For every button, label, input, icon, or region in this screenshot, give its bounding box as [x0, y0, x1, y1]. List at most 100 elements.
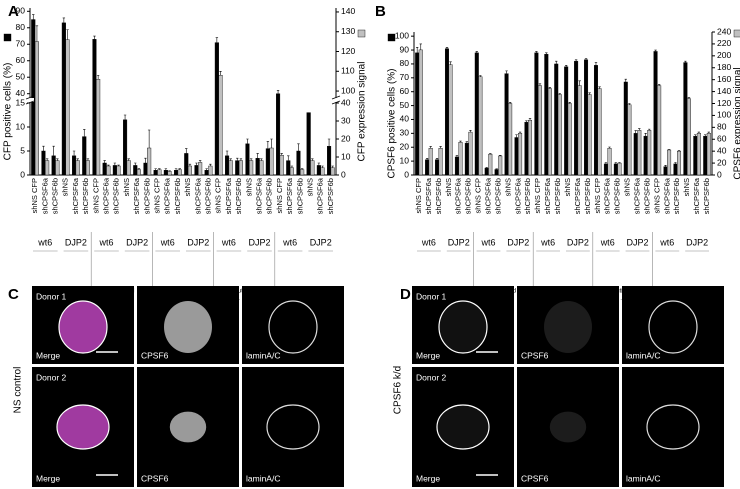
y2-tick-label: 20 — [341, 133, 351, 143]
bar — [72, 155, 77, 176]
bar — [31, 19, 36, 176]
error-bar — [648, 128, 651, 131]
bar — [617, 162, 622, 176]
bar — [508, 103, 513, 176]
category-label: shCPSF6b — [81, 178, 90, 214]
category-label: shCPSF6a — [101, 177, 110, 214]
category-label: shNS CFP — [652, 178, 661, 213]
error-bar — [256, 153, 259, 159]
bar — [706, 133, 711, 176]
axis-break — [25, 95, 35, 105]
bar — [696, 133, 701, 176]
error-bar — [459, 140, 462, 143]
nucleus-signal — [169, 411, 207, 443]
bar — [153, 169, 158, 176]
bar — [554, 63, 559, 176]
error-bar — [608, 146, 611, 149]
y2-tick-label: 80 — [717, 122, 727, 132]
y2-tick-label: 120 — [717, 98, 731, 108]
error-bar — [687, 97, 691, 99]
category-label: shNS CFP — [30, 178, 39, 213]
condition-label: NS control — [13, 367, 24, 414]
bar — [187, 165, 192, 176]
error-bar — [618, 162, 621, 164]
error-bar — [198, 160, 202, 163]
category-label: shNS CFP — [275, 178, 284, 213]
error-bar — [327, 138, 331, 147]
bar — [225, 155, 230, 176]
bar — [448, 64, 453, 176]
error-bar — [445, 46, 449, 49]
bar — [458, 142, 463, 176]
y2-tick-label: 60 — [717, 134, 727, 144]
bar — [686, 98, 691, 176]
y2-tick-label: 220 — [717, 38, 731, 48]
axis-break — [331, 95, 341, 105]
category-label: shCPSF6a — [632, 177, 641, 214]
bar — [683, 62, 688, 176]
category-label: shCPSF6b — [434, 178, 443, 214]
nucleus-signal — [544, 301, 592, 353]
category-label: shCPSF6a — [483, 177, 492, 214]
error-bar — [518, 131, 522, 134]
legend-swatch — [357, 29, 366, 38]
bar — [643, 135, 648, 176]
error-bar — [164, 168, 168, 171]
error-bar — [594, 62, 598, 66]
error-bar — [280, 153, 283, 156]
bar — [276, 93, 281, 176]
nucleus-signal — [164, 301, 212, 353]
nuclear-lamina — [266, 404, 320, 450]
error-bar — [439, 146, 442, 149]
error-bar — [664, 164, 667, 167]
bar — [204, 169, 209, 176]
category-label: shNS — [623, 178, 632, 196]
bar — [464, 142, 469, 176]
error-bar — [117, 164, 120, 166]
bar — [194, 165, 199, 176]
category-label: shCPSF6a — [573, 177, 582, 214]
y-tick-label: 90 — [400, 44, 410, 54]
panel-label: D — [400, 286, 411, 303]
group-label: wt6 — [659, 237, 674, 247]
bar — [167, 171, 172, 176]
bar — [136, 169, 141, 176]
error-bar — [317, 162, 321, 166]
y2-tick-label: 180 — [717, 62, 731, 72]
channel-label: Merge — [36, 473, 60, 483]
category-label: shCPSF6b — [326, 178, 335, 214]
error-bar — [276, 90, 280, 94]
legend-swatch — [733, 29, 740, 38]
category-label: shNS — [563, 178, 572, 196]
y-tick-label: 0 — [404, 169, 409, 179]
category-label: shCPSF6a — [71, 177, 80, 214]
category-label: shCPSF6b — [613, 178, 622, 214]
y2-axis-title: CPSF6 expression signal — [733, 67, 740, 179]
category-label: shCPSF6a — [254, 177, 263, 214]
bar — [544, 54, 549, 176]
group-label: wt6 — [37, 237, 52, 247]
category-label: shCPSF6b — [265, 178, 274, 214]
category-label: shNS CFP — [91, 178, 100, 213]
category-label: shCPSF6b — [295, 178, 304, 214]
bar — [607, 147, 612, 176]
error-bar — [76, 158, 79, 161]
y2-tick-label: 30 — [341, 115, 351, 125]
error-bar — [123, 114, 127, 120]
bar — [198, 162, 203, 176]
bar — [96, 78, 101, 176]
bar — [310, 160, 315, 176]
bar — [316, 165, 321, 176]
error-bar — [185, 148, 188, 154]
category-label: shCPSF6a — [424, 177, 433, 214]
bar — [623, 81, 628, 176]
category-label: shCPSF6b — [672, 178, 681, 214]
y2-tick-label: 120 — [341, 46, 355, 56]
y-tick-label: 30 — [400, 128, 410, 138]
category-label: shCPSF6a — [662, 177, 671, 214]
error-bar — [604, 162, 608, 164]
micrograph — [242, 286, 344, 364]
error-bar — [86, 158, 90, 161]
y-tick-label: 15 — [16, 97, 26, 107]
y-tick-label: 5 — [20, 145, 25, 155]
